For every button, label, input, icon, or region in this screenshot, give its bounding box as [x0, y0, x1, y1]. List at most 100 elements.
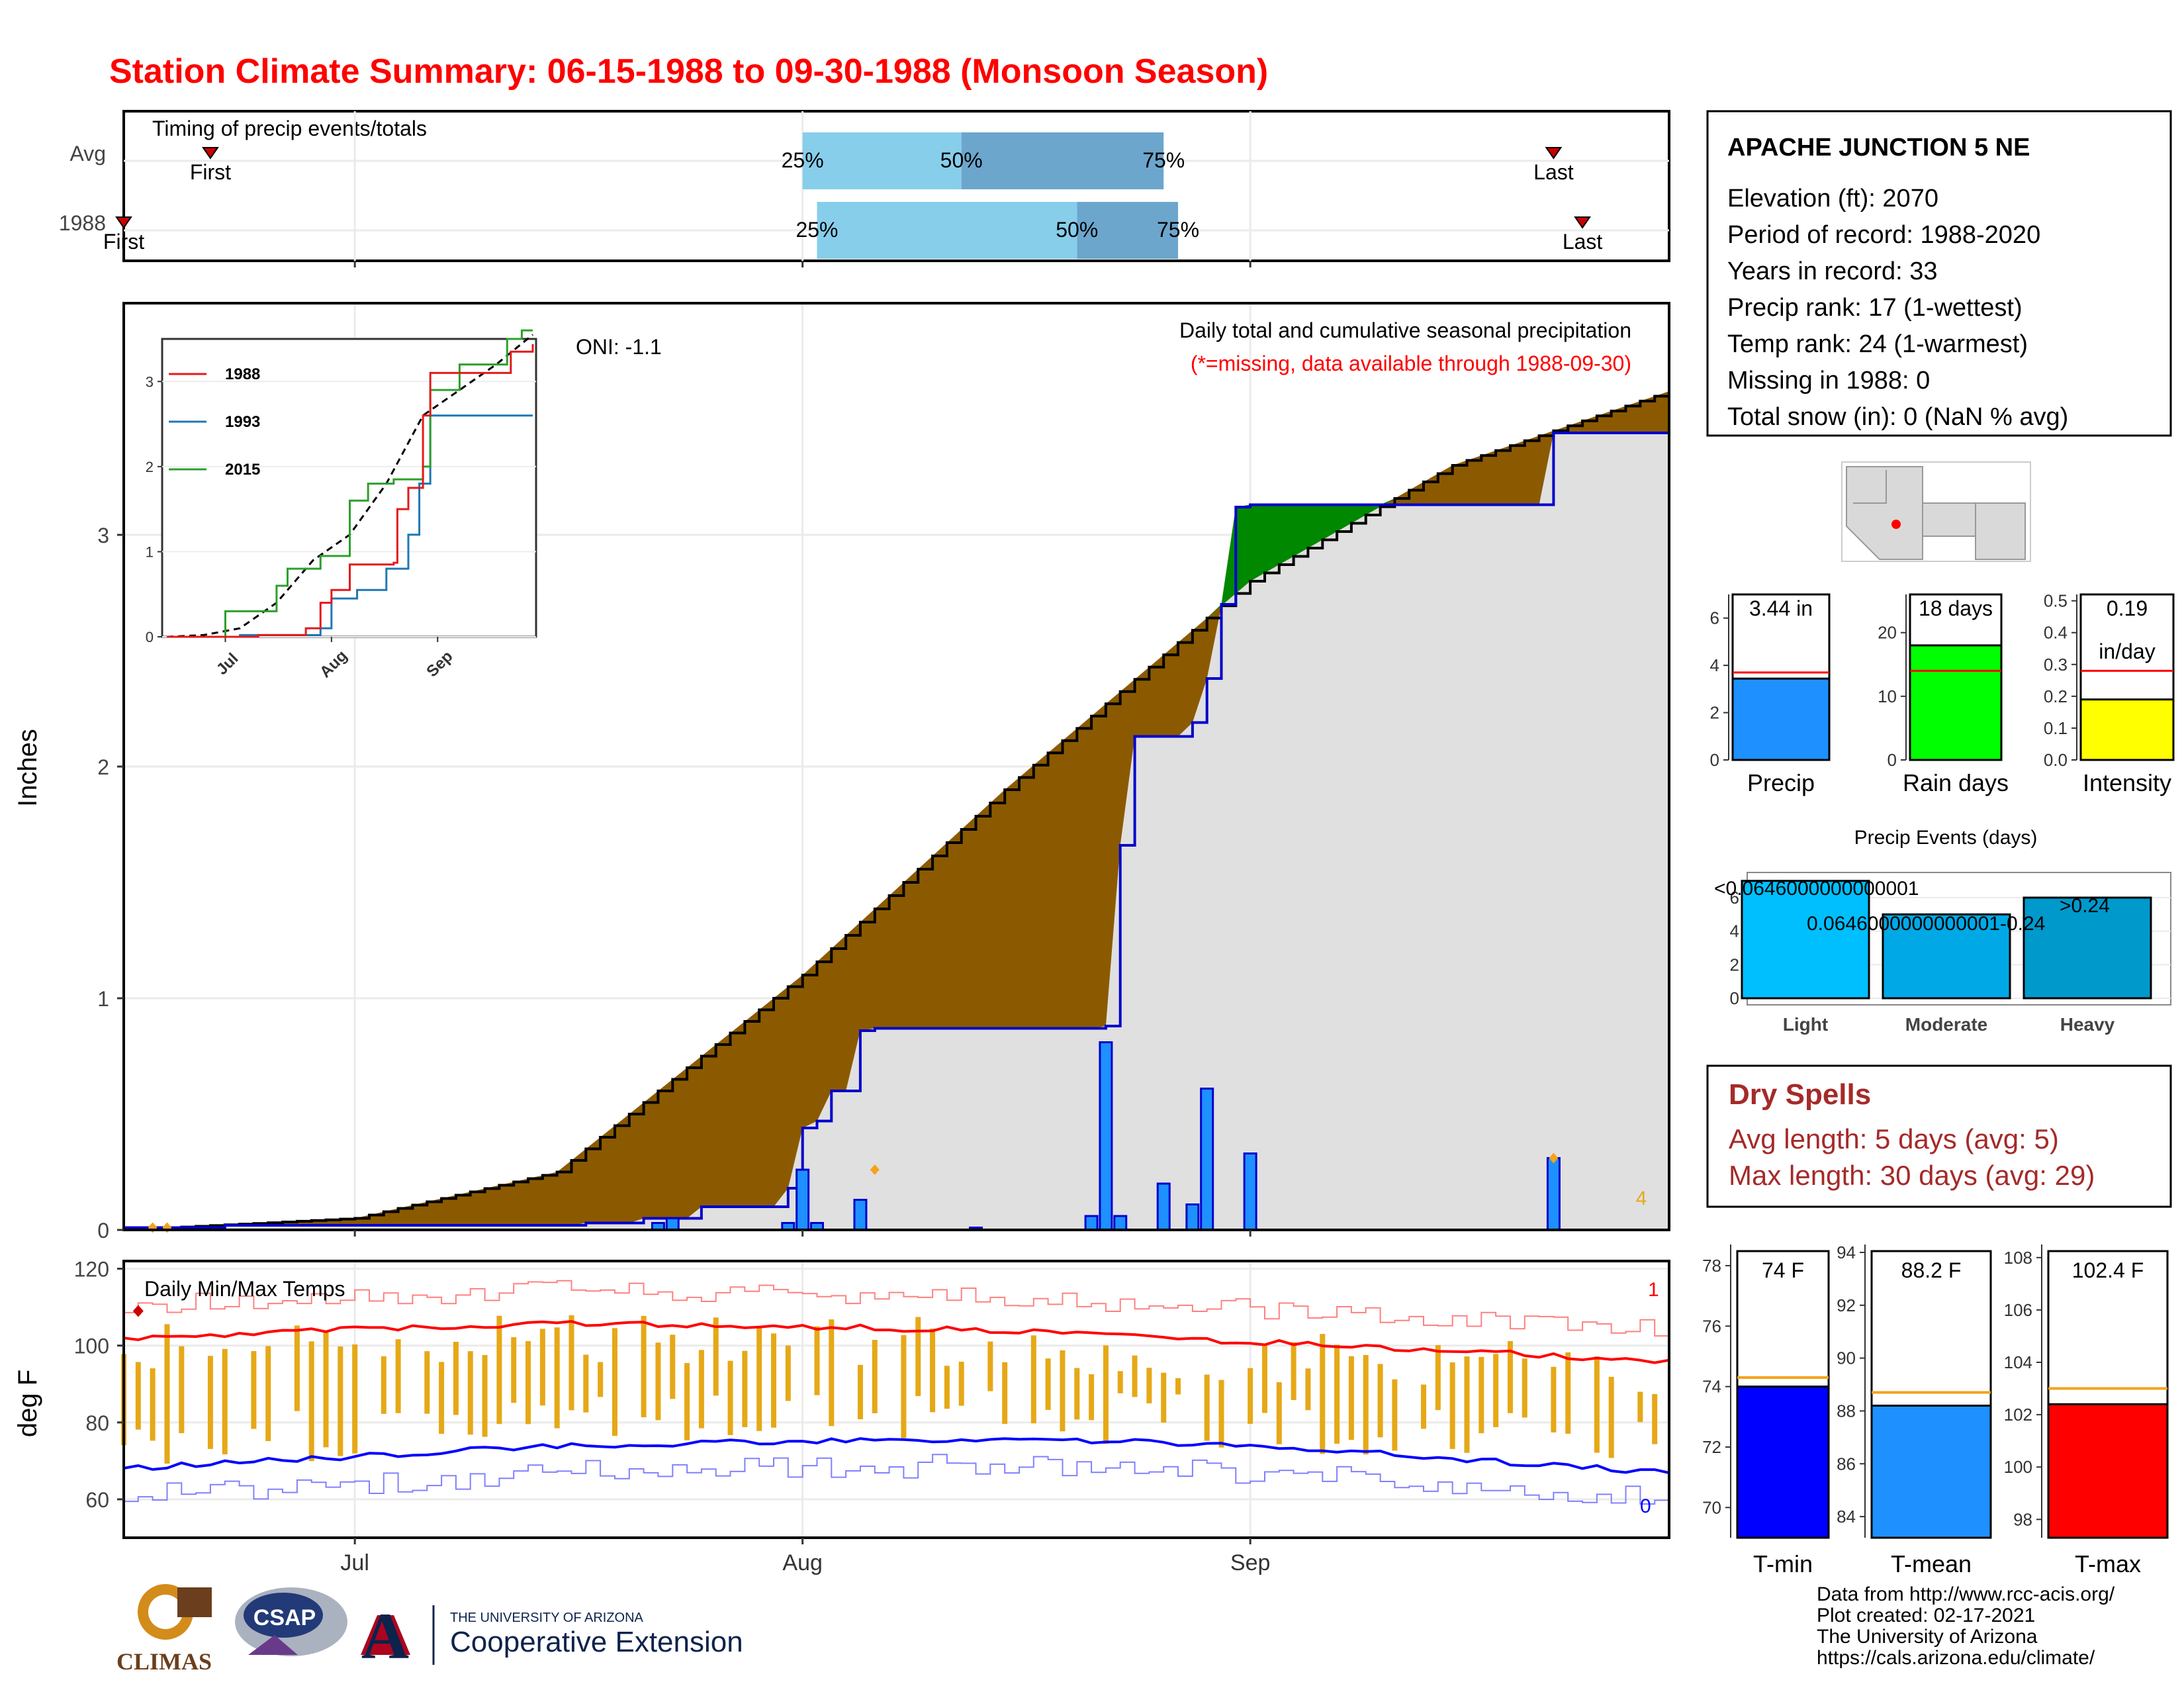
tempbar-tick-label-tmin: 74	[1702, 1377, 1721, 1397]
timing-last-label: Last	[1533, 160, 1574, 184]
mini-value-raindays: 18 days	[1919, 596, 1993, 620]
temp-count-max: 1	[1648, 1279, 1659, 1301]
temp-panel: Daily Min/Max Temps deg F 1 0 60 80 100 120	[13, 1258, 1670, 1539]
temp-panel-title: Daily Min/Max Temps	[144, 1277, 345, 1301]
mini-value-precip: 3.44 in	[1749, 596, 1813, 620]
event-category-1: Moderate	[1905, 1014, 1987, 1035]
daily-temp-range-bar-44	[756, 1327, 762, 1431]
daily-temp-range-bar-4	[179, 1346, 185, 1434]
precip-ylabel: Inches	[13, 729, 42, 807]
daily-temp-range-bar-56	[930, 1328, 936, 1413]
daily-temp-range-bar-40	[698, 1350, 704, 1429]
timing-panel: Timing of precip events/totals Avg 1988 …	[59, 110, 1670, 262]
daily-temp-range-bar-23	[453, 1341, 459, 1415]
csap-logo-text: CSAP	[253, 1605, 316, 1630]
csap-logo: CSAP	[235, 1587, 347, 1656]
tempbar-tick-label-tmin: 72	[1702, 1437, 1721, 1457]
ytick-label-3: 3	[97, 524, 109, 547]
daily-temp-range-bar-13	[308, 1341, 314, 1462]
daily-temp-range-bar-28	[525, 1341, 531, 1425]
event-category-2: Heavy	[2060, 1014, 2115, 1035]
daily-temp-range-bar-91	[1435, 1345, 1441, 1411]
event-bar-label-2: >0.24	[2060, 895, 2110, 917]
ytick-label-1: 1	[97, 987, 109, 1011]
events-tick-label-3: 6	[1730, 888, 1739, 908]
dry-spells-title: Dry Spells	[1729, 1078, 1871, 1111]
daily-temp-range-bar-58	[958, 1362, 964, 1406]
daily-temp-range-bar-55	[915, 1317, 921, 1397]
daily-temp-range-bar-97	[1522, 1358, 1527, 1418]
daily-temp-range-bar-86	[1363, 1354, 1369, 1455]
events-tick-label-2: 4	[1730, 921, 1739, 941]
timing-first-marker	[202, 147, 219, 160]
daily-temp-range-bar-9	[251, 1351, 257, 1429]
daily-temp-range-bar-100	[1565, 1352, 1571, 1434]
events-title: Precip Events (days)	[1854, 827, 2038, 849]
precip-panel-subtitle: (*=missing, data available through 1988-…	[1191, 352, 1631, 375]
inset-ytick-label-1: 1	[146, 543, 154, 560]
mini-tick-label-intensity: 0.2	[2044, 686, 2068, 706]
locator-map	[1841, 461, 2031, 562]
record-max-line	[124, 1280, 1670, 1337]
tempbar-value-tmin: 74 F	[1762, 1258, 1804, 1282]
daily-temp-range-bar-3	[164, 1324, 170, 1464]
daily-temp-range-bar-81	[1291, 1342, 1297, 1400]
tempbar-tick-label-tmean: 94	[1837, 1243, 1856, 1262]
inset-ytick-label-2: 2	[146, 459, 154, 475]
daily-temp-range-bar-22	[439, 1362, 445, 1434]
station-info-box: APACHE JUNCTION 5 NE Elevation (ft): 207…	[1706, 110, 2172, 437]
dry-spells-max: Max length: 30 days (avg: 29)	[1729, 1160, 2095, 1191]
daily-temp-range-bar-82	[1305, 1368, 1311, 1411]
daily-temp-range-bar-41	[713, 1317, 719, 1396]
inset-line-1993	[167, 414, 533, 638]
daily-precip-bar-7	[1084, 1215, 1099, 1231]
daily-temp-range-bar-6	[207, 1356, 213, 1449]
daily-temp-range-bar-18	[381, 1356, 387, 1414]
daily-precip-bar-3	[796, 1168, 810, 1231]
event-bar-2	[2023, 896, 2152, 1000]
daily-temp-range-bar-14	[323, 1331, 329, 1448]
daily-temp-range-bar-46	[785, 1345, 791, 1401]
dry-spells-box: Dry Spells Avg length: 5 days (avg: 5) M…	[1706, 1064, 2172, 1208]
timing-title: Timing of precip events/totals	[152, 117, 427, 140]
daily-temp-range-bar-21	[424, 1351, 430, 1414]
daily-temp-range-bar-31	[569, 1315, 574, 1411]
tempbar-tick-label-tmin: 78	[1702, 1256, 1721, 1276]
inset-legend-label-1: 1993	[225, 413, 260, 431]
mini-tick-label-precip: 4	[1710, 655, 1719, 675]
daily-temp-range-bar-64	[1045, 1358, 1051, 1410]
timing-row-avg: Avg	[69, 142, 106, 165]
daily-temp-range-bar-36	[641, 1315, 647, 1418]
daily-temp-range-bar-70	[1132, 1355, 1138, 1397]
daily-temp-range-bar-48	[814, 1326, 820, 1395]
daily-temp-range-bar-38	[670, 1335, 676, 1399]
footer-line-1: Plot created: 02-17-2021	[1817, 1605, 2035, 1626]
daily-precip-bar-12	[1200, 1088, 1214, 1231]
temp-count-min: 0	[1640, 1495, 1651, 1517]
daily-temp-range-bar-96	[1507, 1340, 1513, 1413]
tempbar-label-tmean: T-mean	[1891, 1550, 1972, 1577]
ytick-label-0: 0	[97, 1219, 109, 1243]
daily-temp-range-bar-1	[135, 1362, 141, 1430]
event-bar-0	[1741, 880, 1870, 1000]
record-min-line	[124, 1454, 1670, 1507]
daily-temp-range-bar-103	[1608, 1376, 1614, 1458]
daily-temp-range-bar-61	[1002, 1362, 1008, 1425]
oni-label: ONI: -1.1	[576, 335, 662, 359]
timing-first-marker	[115, 216, 132, 229]
daily-temp-range-bar-27	[511, 1337, 517, 1403]
station-info-line-1: Period of record: 1988-2020	[1727, 221, 2040, 249]
daily-temp-range-bar-92	[1449, 1362, 1455, 1449]
record-max-marker	[132, 1305, 144, 1317]
timing-pct-label: 25%	[796, 218, 838, 242]
precip-events-chart: Precip Events (days) 0 2 4 6 Light Moderate He…	[1714, 827, 2171, 1035]
daily-temp-range-bar-75	[1204, 1374, 1210, 1441]
station-info-line-0: Elevation (ft): 2070	[1727, 185, 1938, 212]
ua-logo: A THE UNIVERSITY OF ARIZONA Cooperative …	[361, 1599, 743, 1673]
timing-bar-25-50-0	[802, 132, 962, 189]
mini-tick-label-intensity: 0.5	[2044, 591, 2068, 611]
precip-panel-title: Daily total and cumulative seasonal prec…	[1179, 318, 1631, 342]
tempbar-tick-label-tmin: 76	[1702, 1316, 1721, 1336]
daily-temp-range-bar-54	[901, 1335, 907, 1438]
